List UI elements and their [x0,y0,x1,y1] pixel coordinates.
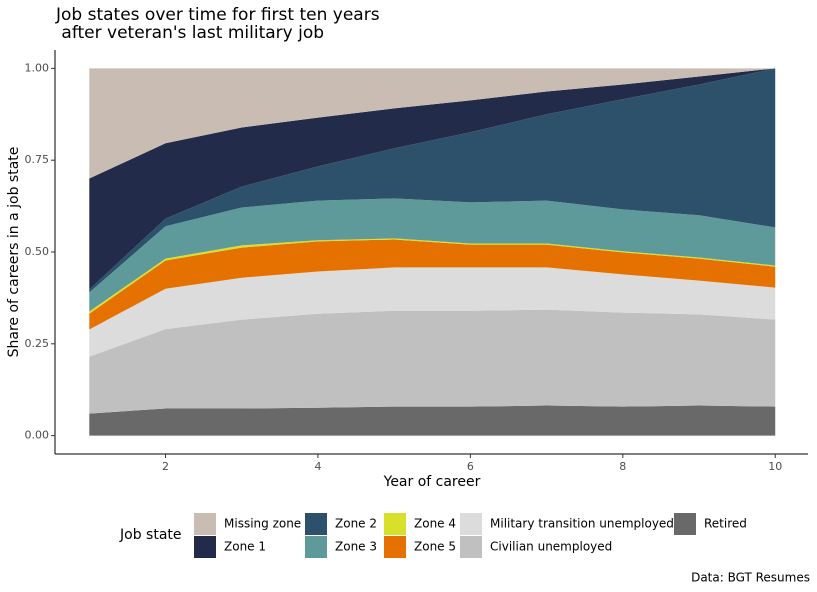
legend-label: Retired [704,517,747,531]
x-tick-label: 2 [162,460,169,473]
legend-label: Military transition unemployed [490,517,674,531]
x-axis-label: Year of career [383,474,481,490]
x-tick-label: 8 [619,460,626,473]
legend-swatch [674,513,696,535]
area [89,405,776,436]
caption: Data: BGT Resumes [691,571,810,585]
chart-title: after veteran's last military job [56,23,324,43]
x-tick-label: 6 [467,460,474,473]
area [89,309,776,414]
legend-title: Job state [119,527,182,543]
y-tick-label: 0.00 [25,429,50,442]
legend-swatch [194,513,216,535]
area [89,267,776,357]
legend-label: Zone 3 [335,540,377,554]
x-tick-label: 10 [768,460,782,473]
y-tick-label: 0.25 [25,337,50,350]
y-tick-label: 0.50 [25,245,50,258]
legend-label: Civilian unemployed [490,540,612,554]
legend-swatch [460,513,482,535]
legend-swatch [305,513,327,535]
area [89,68,776,293]
legend-swatch [384,536,406,558]
area [89,198,776,312]
legend-swatch [384,513,406,535]
y-tick-label: 0.75 [25,153,50,166]
chart-title: Job states over time for first ten years [55,5,380,25]
area [89,68,776,290]
legend-swatch [460,536,482,558]
legend-swatch [194,536,216,558]
legend-label: Zone 4 [414,517,456,531]
y-axis-label: Share of careers in a job state [6,147,22,358]
legend-swatch [305,536,327,558]
area [89,239,776,330]
area [89,68,776,179]
legend-label: Missing zone [224,517,301,531]
legend-label: Zone 1 [224,540,266,554]
y-tick-label: 1.00 [25,61,50,74]
x-tick-label: 4 [314,460,321,473]
legend-label: Zone 2 [335,517,377,531]
legend-label: Zone 5 [414,540,456,554]
